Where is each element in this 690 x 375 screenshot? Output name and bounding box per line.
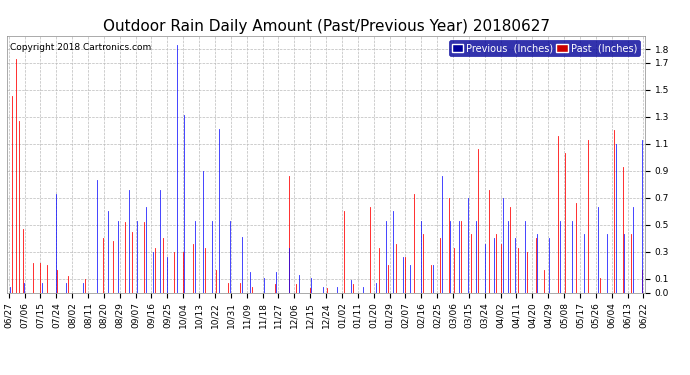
- Legend: Previous  (Inches), Past  (Inches): Previous (Inches), Past (Inches): [449, 40, 640, 56]
- Text: Copyright 2018 Cartronics.com: Copyright 2018 Cartronics.com: [10, 44, 151, 52]
- Title: Outdoor Rain Daily Amount (Past/Previous Year) 20180627: Outdoor Rain Daily Amount (Past/Previous…: [103, 20, 549, 34]
